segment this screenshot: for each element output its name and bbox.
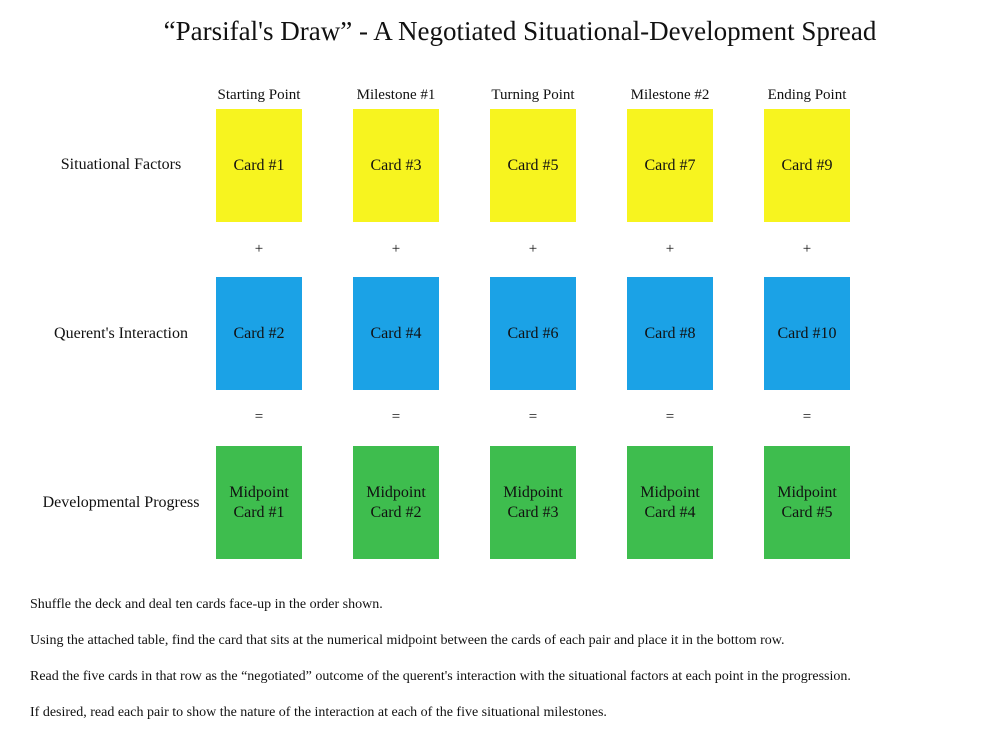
card-label-line2: Card #5: [781, 503, 833, 521]
card-label: Card #3: [370, 156, 422, 174]
card-label: Card #5: [507, 156, 559, 174]
column-header-milestone-1: Milestone #1: [356, 87, 436, 103]
midpoint-card-5: Midpoint Card #5: [764, 446, 850, 559]
situational-card-9: Card #9: [764, 109, 850, 222]
card-label-line2: Card #3: [507, 503, 559, 521]
column-header-starting-point: Starting Point: [217, 87, 301, 103]
interaction-card-4: Card #4: [353, 277, 439, 390]
plus-operator: +: [391, 241, 401, 257]
row-label-situational-factors: Situational Factors: [60, 156, 182, 173]
column-header-ending-point: Ending Point: [767, 87, 847, 103]
card-label: Card #1: [233, 156, 285, 174]
card-label: Card #9: [781, 156, 833, 174]
row-label-querents-interaction: Querent's Interaction: [54, 325, 188, 342]
card-label-line1: Midpoint: [366, 483, 426, 501]
column-header-milestone-2: Milestone #2: [630, 87, 710, 103]
equals-operator: =: [665, 409, 675, 425]
card-label: Card #4: [370, 324, 422, 342]
card-label: Card #2: [233, 324, 285, 342]
plus-operator: +: [665, 241, 675, 257]
card-label: Card #6: [507, 324, 559, 342]
instruction-4: If desired, read each pair to show the n…: [30, 705, 607, 720]
plus-operator: +: [254, 241, 264, 257]
equals-operator: =: [391, 409, 401, 425]
equals-operator: =: [802, 409, 812, 425]
card-label: Card #10: [777, 324, 837, 342]
card-label-line2: Card #2: [370, 503, 422, 521]
interaction-card-2: Card #2: [216, 277, 302, 390]
interaction-card-10: Card #10: [764, 277, 850, 390]
equals-operator: =: [528, 409, 538, 425]
card-label-line1: Midpoint: [503, 483, 563, 501]
instruction-3: Read the five cards in that row as the “…: [30, 669, 851, 684]
card-label: Card #7: [644, 156, 696, 174]
situational-card-3: Card #3: [353, 109, 439, 222]
situational-card-7: Card #7: [627, 109, 713, 222]
card-label: Card #8: [644, 324, 696, 342]
card-label-line1: Midpoint: [777, 483, 837, 501]
situational-card-1: Card #1: [216, 109, 302, 222]
interaction-card-8: Card #8: [627, 277, 713, 390]
plus-operator: +: [528, 241, 538, 257]
column-header-turning-point: Turning Point: [491, 87, 575, 103]
card-label-line2: Card #4: [644, 503, 696, 521]
midpoint-card-2: Midpoint Card #2: [353, 446, 439, 559]
midpoint-card-3: Midpoint Card #3: [490, 446, 576, 559]
instruction-1: Shuffle the deck and deal ten cards face…: [30, 597, 383, 612]
card-label-line2: Card #1: [233, 503, 285, 521]
instruction-2: Using the attached table, find the card …: [30, 633, 785, 648]
equals-operator: =: [254, 409, 264, 425]
row-label-developmental-progress: Developmental Progress: [42, 494, 200, 511]
situational-card-5: Card #5: [490, 109, 576, 222]
plus-operator: +: [802, 241, 812, 257]
card-label-line1: Midpoint: [229, 483, 289, 501]
midpoint-card-4: Midpoint Card #4: [627, 446, 713, 559]
midpoint-card-1: Midpoint Card #1: [216, 446, 302, 559]
interaction-card-6: Card #6: [490, 277, 576, 390]
card-label-line1: Midpoint: [640, 483, 700, 501]
page-title: “Parsifal's Draw” - A Negotiated Situati…: [163, 16, 877, 46]
